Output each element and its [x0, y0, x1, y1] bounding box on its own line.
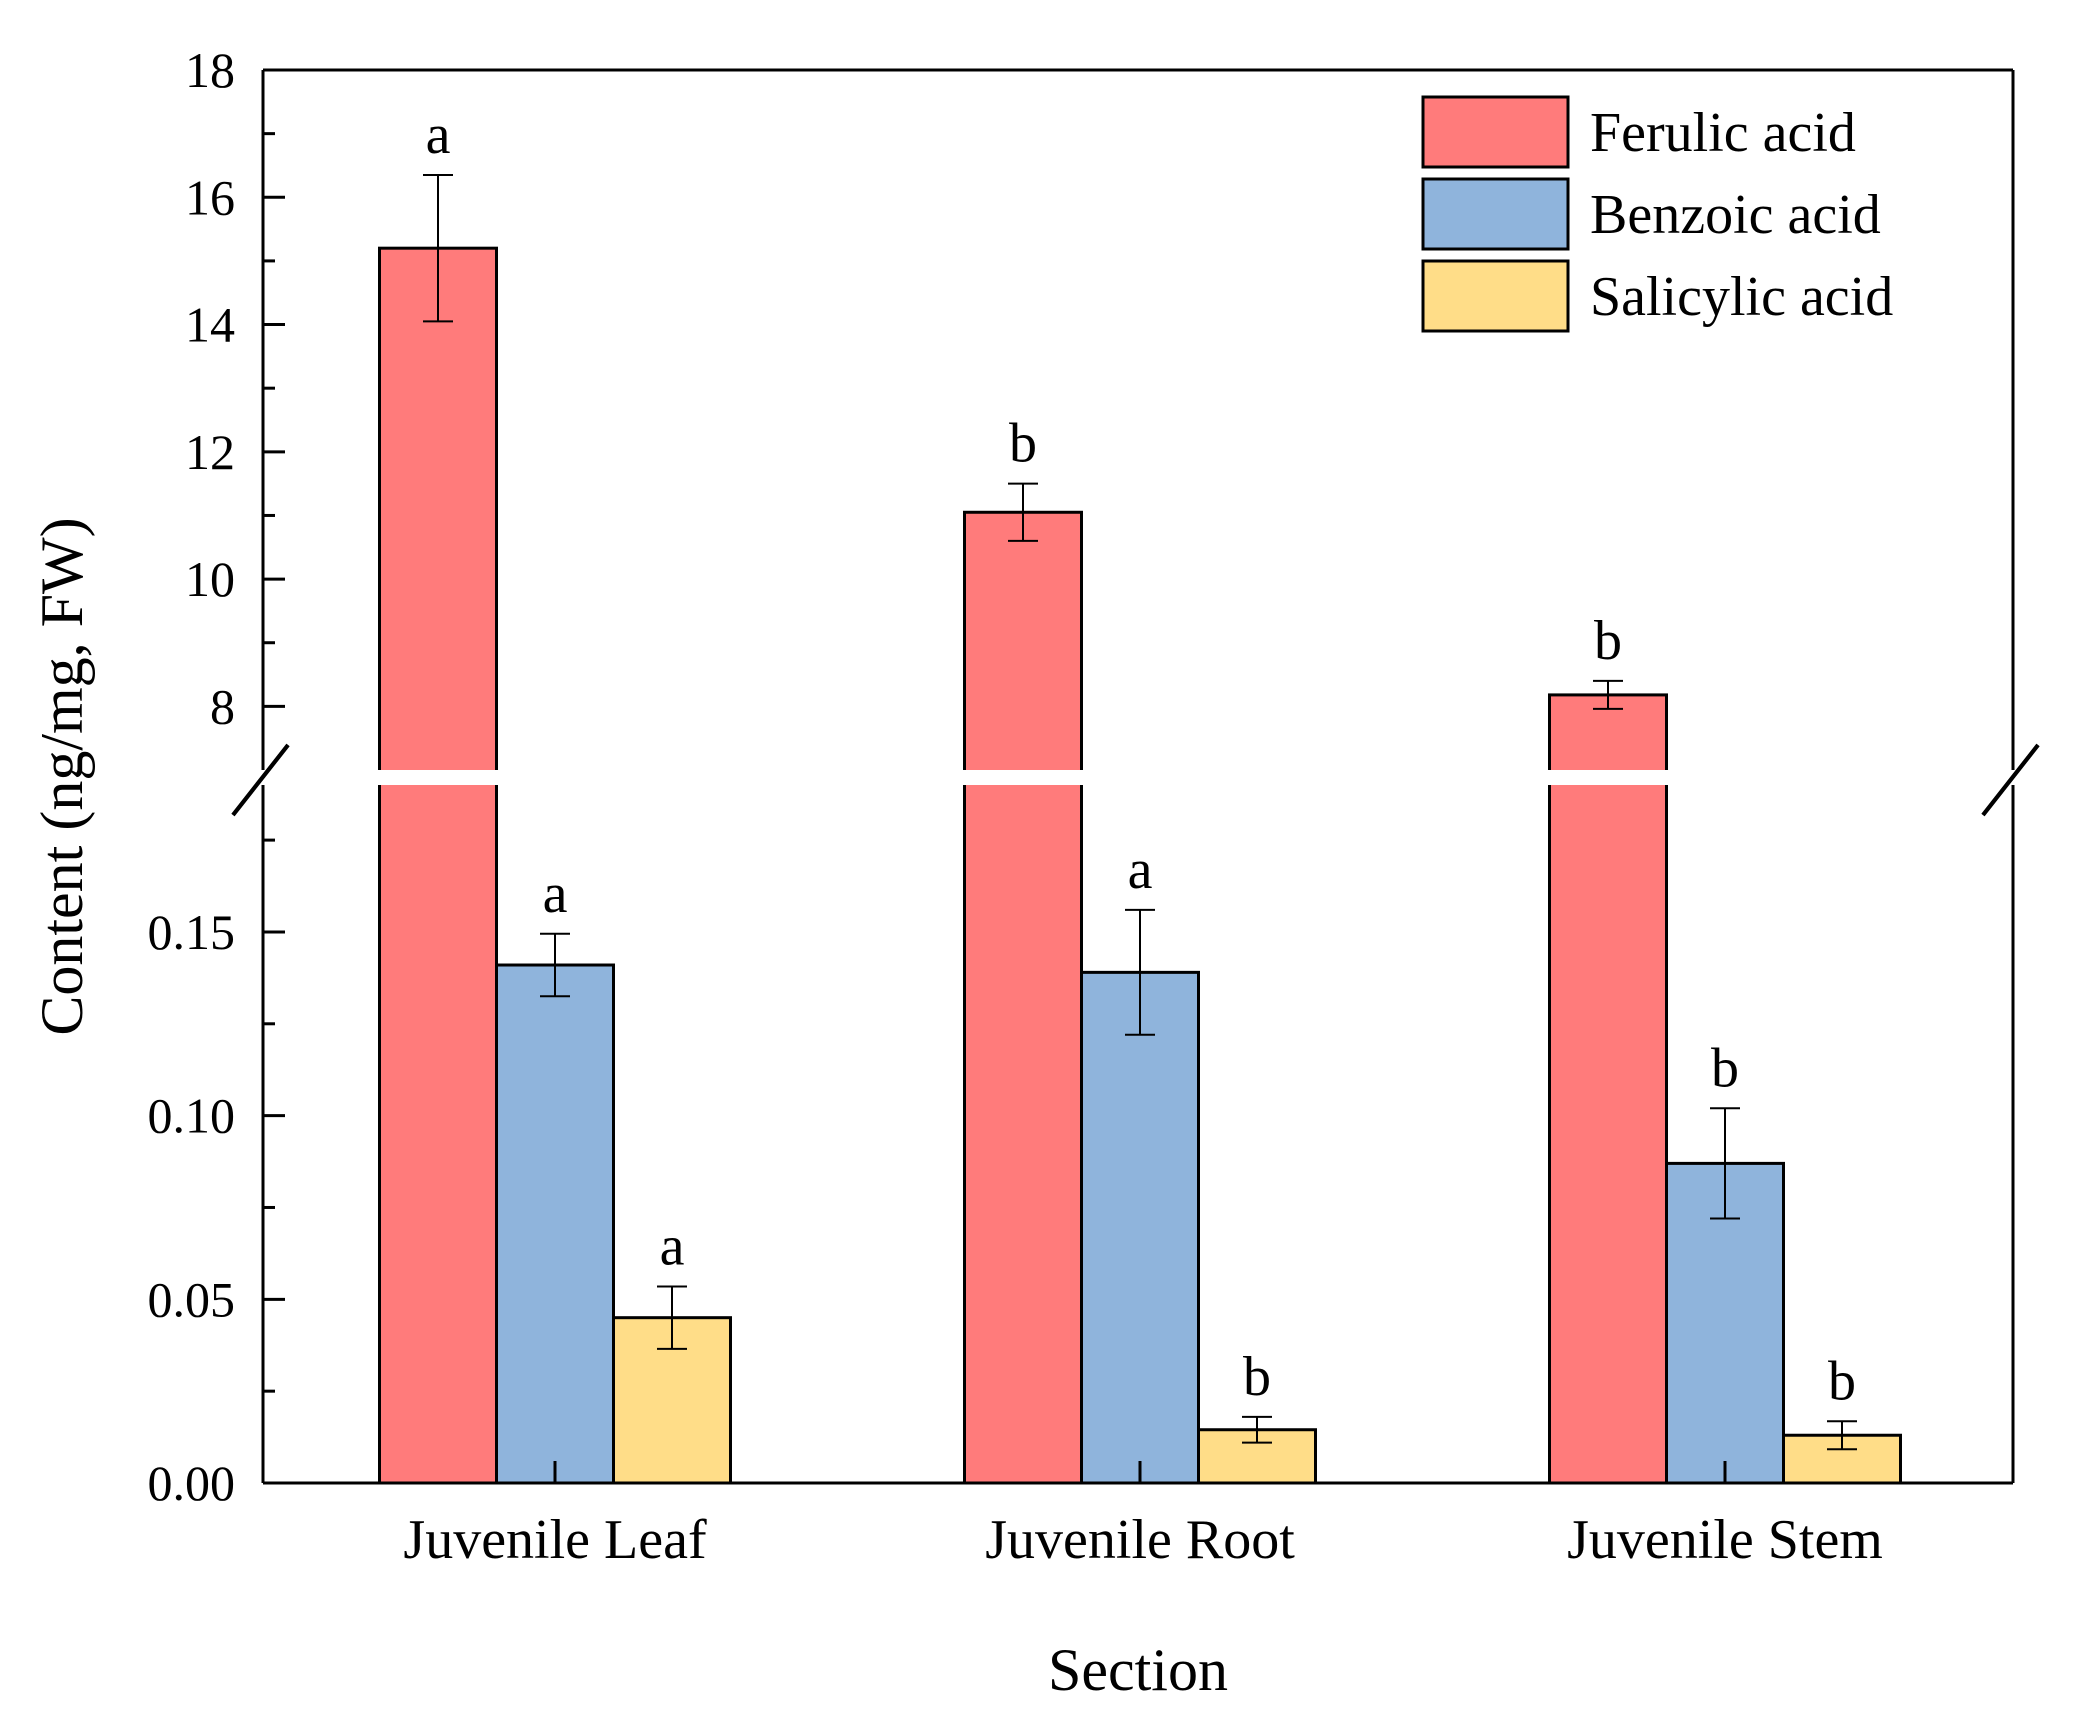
legend-swatch [1421, 259, 1570, 333]
significance-letter: a [426, 104, 451, 166]
y-axis-title: Content (ng/mg, FW) [29, 517, 95, 1035]
bar-break-gap [376, 770, 500, 785]
y-tick-label: 14 [185, 297, 235, 353]
y-tick-label: 0.00 [148, 1455, 236, 1511]
x-axis-title: Section [1048, 1637, 1228, 1703]
y-tick-label: 16 [185, 169, 235, 225]
x-tick-label: Juvenile Stem [1567, 1509, 1883, 1571]
significance-letter: b [1594, 610, 1622, 672]
legend: Ferulic acid Benzoic acid Salicylic acid [1421, 95, 1893, 333]
significance-letter: b [1828, 1350, 1856, 1412]
y-tick-label: 18 [185, 42, 235, 98]
y-tick-label: 0.05 [148, 1271, 236, 1327]
bars-layer [376, 174, 1902, 1485]
axis-break-mark [1981, 743, 2040, 817]
significance-letter: b [1711, 1037, 1739, 1099]
bar [1548, 693, 1668, 1485]
bar [1080, 970, 1200, 1485]
bar-break-gap [1546, 770, 1670, 785]
labels-layer: a b b a a b a b b [426, 104, 1856, 1412]
legend-label: Benzoic acid [1590, 184, 1881, 246]
x-tick-label: Juvenile Root [985, 1509, 1295, 1571]
legend-label: Ferulic acid [1590, 102, 1856, 164]
y-tick-label: 0.10 [148, 1088, 236, 1144]
y-tick-label: 12 [185, 424, 235, 480]
y-tick-label: 8 [210, 678, 235, 734]
axis-break-mark [231, 743, 290, 817]
bar-break-gap [961, 770, 1085, 785]
y-tick-label: 0.15 [148, 904, 236, 960]
significance-letter: b [1243, 1346, 1271, 1408]
significance-letter: a [1128, 839, 1153, 901]
legend-swatch [1421, 177, 1570, 251]
legend-swatch [1421, 95, 1570, 169]
y-tick-label: 10 [185, 551, 235, 607]
x-tick-label: Juvenile Leaf [403, 1509, 707, 1571]
bar [495, 963, 615, 1485]
significance-letter: a [543, 863, 568, 925]
significance-letter: a [660, 1215, 685, 1277]
axes-layer: 8 10 12 14 16 18 0.00 0.05 0.10 0.15 Juvenile Leaf… [148, 42, 2040, 1571]
legend-label: Salicylic acid [1590, 266, 1893, 328]
bar [378, 246, 498, 1485]
significance-letter: b [1009, 413, 1037, 475]
bar [963, 510, 1083, 1485]
